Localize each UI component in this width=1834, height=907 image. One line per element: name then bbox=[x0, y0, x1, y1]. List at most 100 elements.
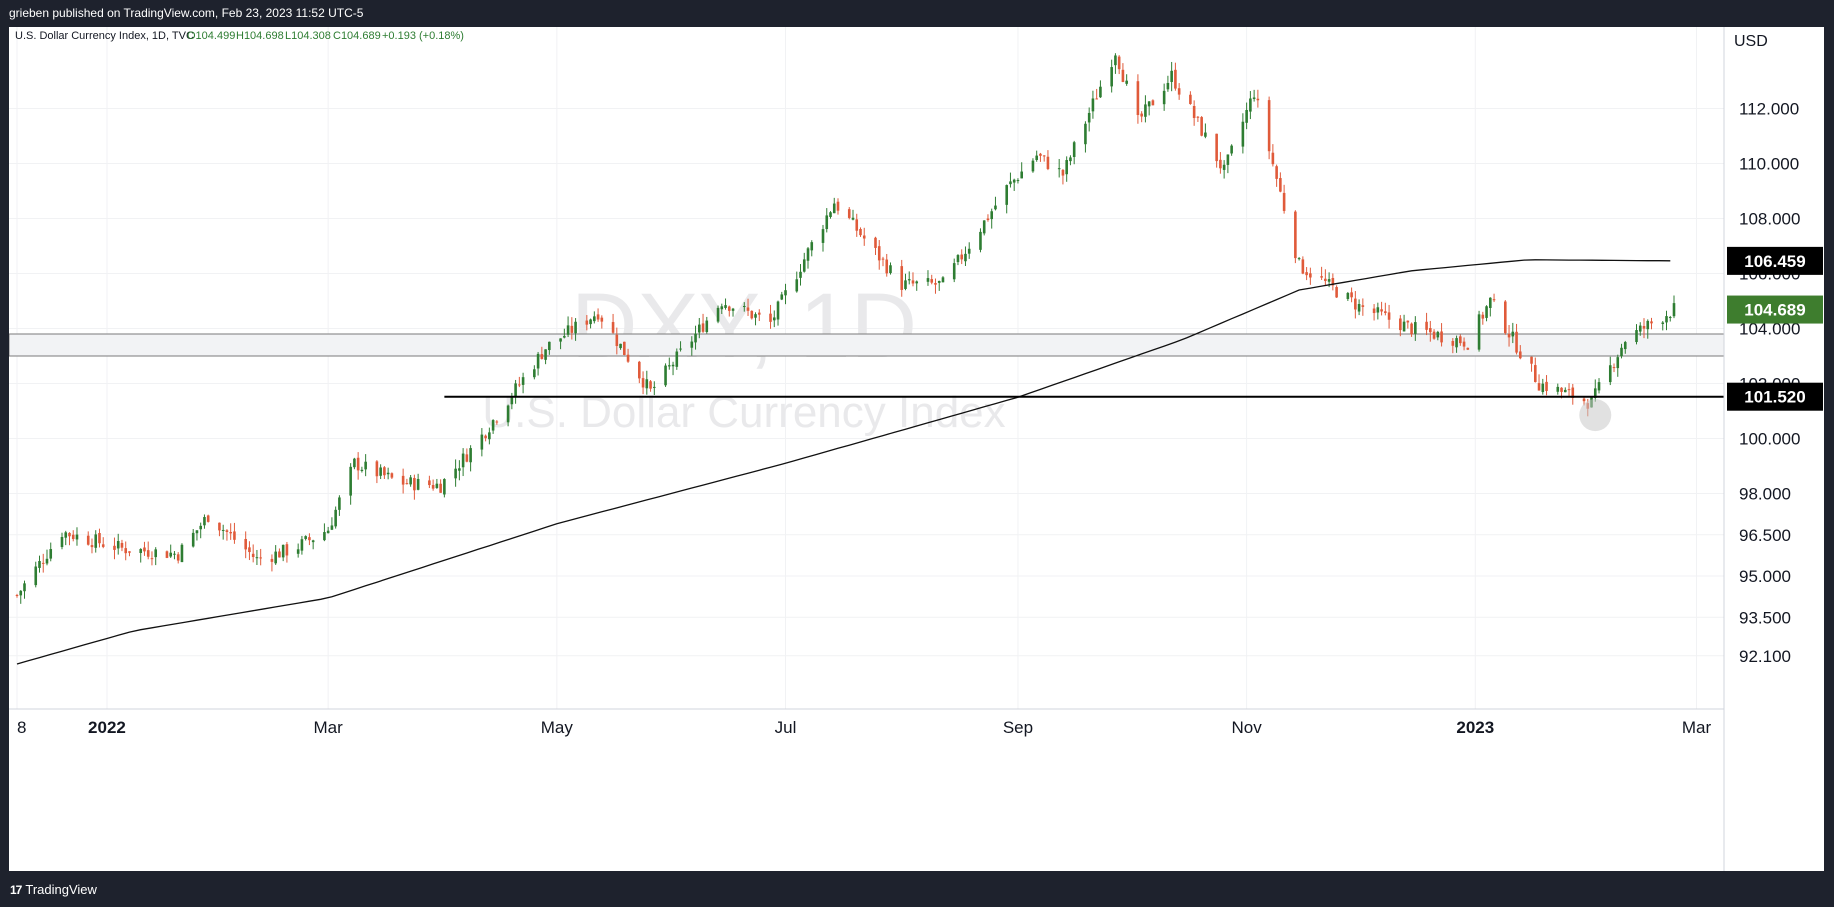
candle-body bbox=[1335, 287, 1338, 298]
candle bbox=[1492, 293, 1496, 303]
moving-average-line[interactable] bbox=[16, 259, 1671, 665]
candle-body bbox=[401, 475, 405, 485]
candle-body bbox=[1537, 383, 1541, 391]
candle-body bbox=[540, 354, 544, 359]
candle bbox=[1031, 158, 1035, 173]
candle bbox=[176, 552, 180, 564]
candle-body bbox=[1249, 98, 1252, 112]
candle bbox=[559, 338, 562, 350]
candle-body bbox=[360, 469, 364, 471]
candle-body bbox=[1084, 123, 1087, 145]
candle-body bbox=[1256, 98, 1260, 101]
candle bbox=[1016, 178, 1020, 184]
candle bbox=[802, 252, 806, 273]
candle-body bbox=[1582, 398, 1586, 402]
legend-open: O104.499 bbox=[187, 30, 235, 42]
candle-body bbox=[742, 306, 746, 308]
candle-body bbox=[1372, 308, 1376, 314]
candle-body bbox=[701, 323, 705, 332]
y-tick-label: 108.000 bbox=[1739, 210, 1800, 229]
tradingview-logo[interactable]: 17 TradingView bbox=[10, 882, 97, 897]
candle-body bbox=[952, 263, 956, 280]
candle bbox=[435, 478, 439, 489]
candle-body bbox=[668, 365, 671, 367]
candle-body bbox=[690, 341, 694, 348]
legend-high: H104.698 bbox=[236, 30, 284, 42]
candle-body bbox=[1087, 112, 1091, 123]
candle-body bbox=[75, 534, 79, 540]
candle bbox=[86, 531, 90, 546]
candle-body bbox=[113, 545, 116, 550]
candle-body bbox=[1222, 164, 1226, 170]
candle bbox=[1226, 154, 1230, 174]
resistance-zone[interactable] bbox=[8, 333, 1725, 357]
candle-body bbox=[1504, 301, 1507, 334]
candle-body bbox=[90, 545, 94, 548]
candle-body bbox=[795, 279, 799, 292]
candle bbox=[1151, 99, 1155, 106]
candle bbox=[806, 247, 810, 269]
price-axis[interactable]: 92.10093.50095.00096.50098.000100.000102… bbox=[1739, 100, 1800, 666]
candle bbox=[488, 427, 491, 445]
candle-body bbox=[326, 530, 330, 534]
candle bbox=[510, 392, 514, 410]
candle bbox=[1087, 107, 1091, 132]
candle-body bbox=[1117, 56, 1121, 70]
candle-body bbox=[1608, 365, 1612, 383]
candle bbox=[1117, 55, 1121, 75]
candle-body bbox=[1219, 159, 1222, 169]
candle-body bbox=[439, 483, 442, 493]
candle bbox=[611, 313, 615, 334]
candle-body bbox=[1177, 88, 1181, 95]
candle-body bbox=[71, 534, 75, 540]
price-chart[interactable]: DXY, 1D U.S. Dollar Currency Index U.S. … bbox=[8, 27, 1824, 871]
candle bbox=[1057, 158, 1061, 178]
candle bbox=[1020, 162, 1023, 179]
candle bbox=[1320, 266, 1323, 281]
candle-body bbox=[1046, 156, 1050, 169]
candle bbox=[776, 300, 780, 326]
candle-body bbox=[1267, 100, 1271, 152]
candle bbox=[19, 590, 23, 604]
x-tick-label: Nov bbox=[1232, 718, 1263, 737]
candle-body bbox=[506, 405, 510, 423]
chart-area[interactable]: DXY, 1D U.S. Dollar Currency Index U.S. … bbox=[8, 27, 1824, 871]
candle-body bbox=[1459, 336, 1462, 344]
candle-body bbox=[874, 237, 877, 248]
candle bbox=[1012, 178, 1016, 191]
candle-body bbox=[638, 361, 641, 379]
candle-body bbox=[173, 553, 176, 555]
candle bbox=[1533, 357, 1537, 383]
candle bbox=[199, 522, 202, 539]
candle-body bbox=[1481, 314, 1485, 319]
candle-body bbox=[461, 453, 465, 468]
candle bbox=[1432, 329, 1436, 340]
candle bbox=[600, 315, 604, 329]
candle bbox=[45, 549, 49, 566]
candle bbox=[518, 376, 521, 388]
candle bbox=[653, 381, 656, 396]
candle bbox=[180, 543, 184, 563]
candle bbox=[832, 197, 836, 214]
candle bbox=[1410, 322, 1413, 337]
candle-body bbox=[150, 558, 154, 560]
candle bbox=[356, 452, 360, 480]
candle bbox=[900, 259, 904, 297]
candle-body bbox=[1279, 178, 1282, 192]
candle bbox=[1301, 256, 1305, 275]
candle-body bbox=[435, 483, 439, 488]
candle bbox=[60, 532, 64, 550]
time-axis[interactable]: 8 2022 Mar May Jul Sep Nov 2023 Mar bbox=[17, 718, 1711, 737]
candle bbox=[1425, 312, 1428, 336]
candle bbox=[679, 341, 682, 352]
candle bbox=[930, 274, 934, 285]
candle bbox=[694, 325, 697, 350]
candle bbox=[881, 256, 885, 267]
grid bbox=[9, 27, 1724, 709]
candle-body bbox=[364, 461, 367, 470]
candle-body bbox=[1166, 82, 1170, 90]
candle bbox=[915, 280, 919, 291]
candle-body bbox=[1189, 94, 1192, 104]
candle-body bbox=[469, 448, 472, 463]
candle-body bbox=[338, 497, 341, 510]
